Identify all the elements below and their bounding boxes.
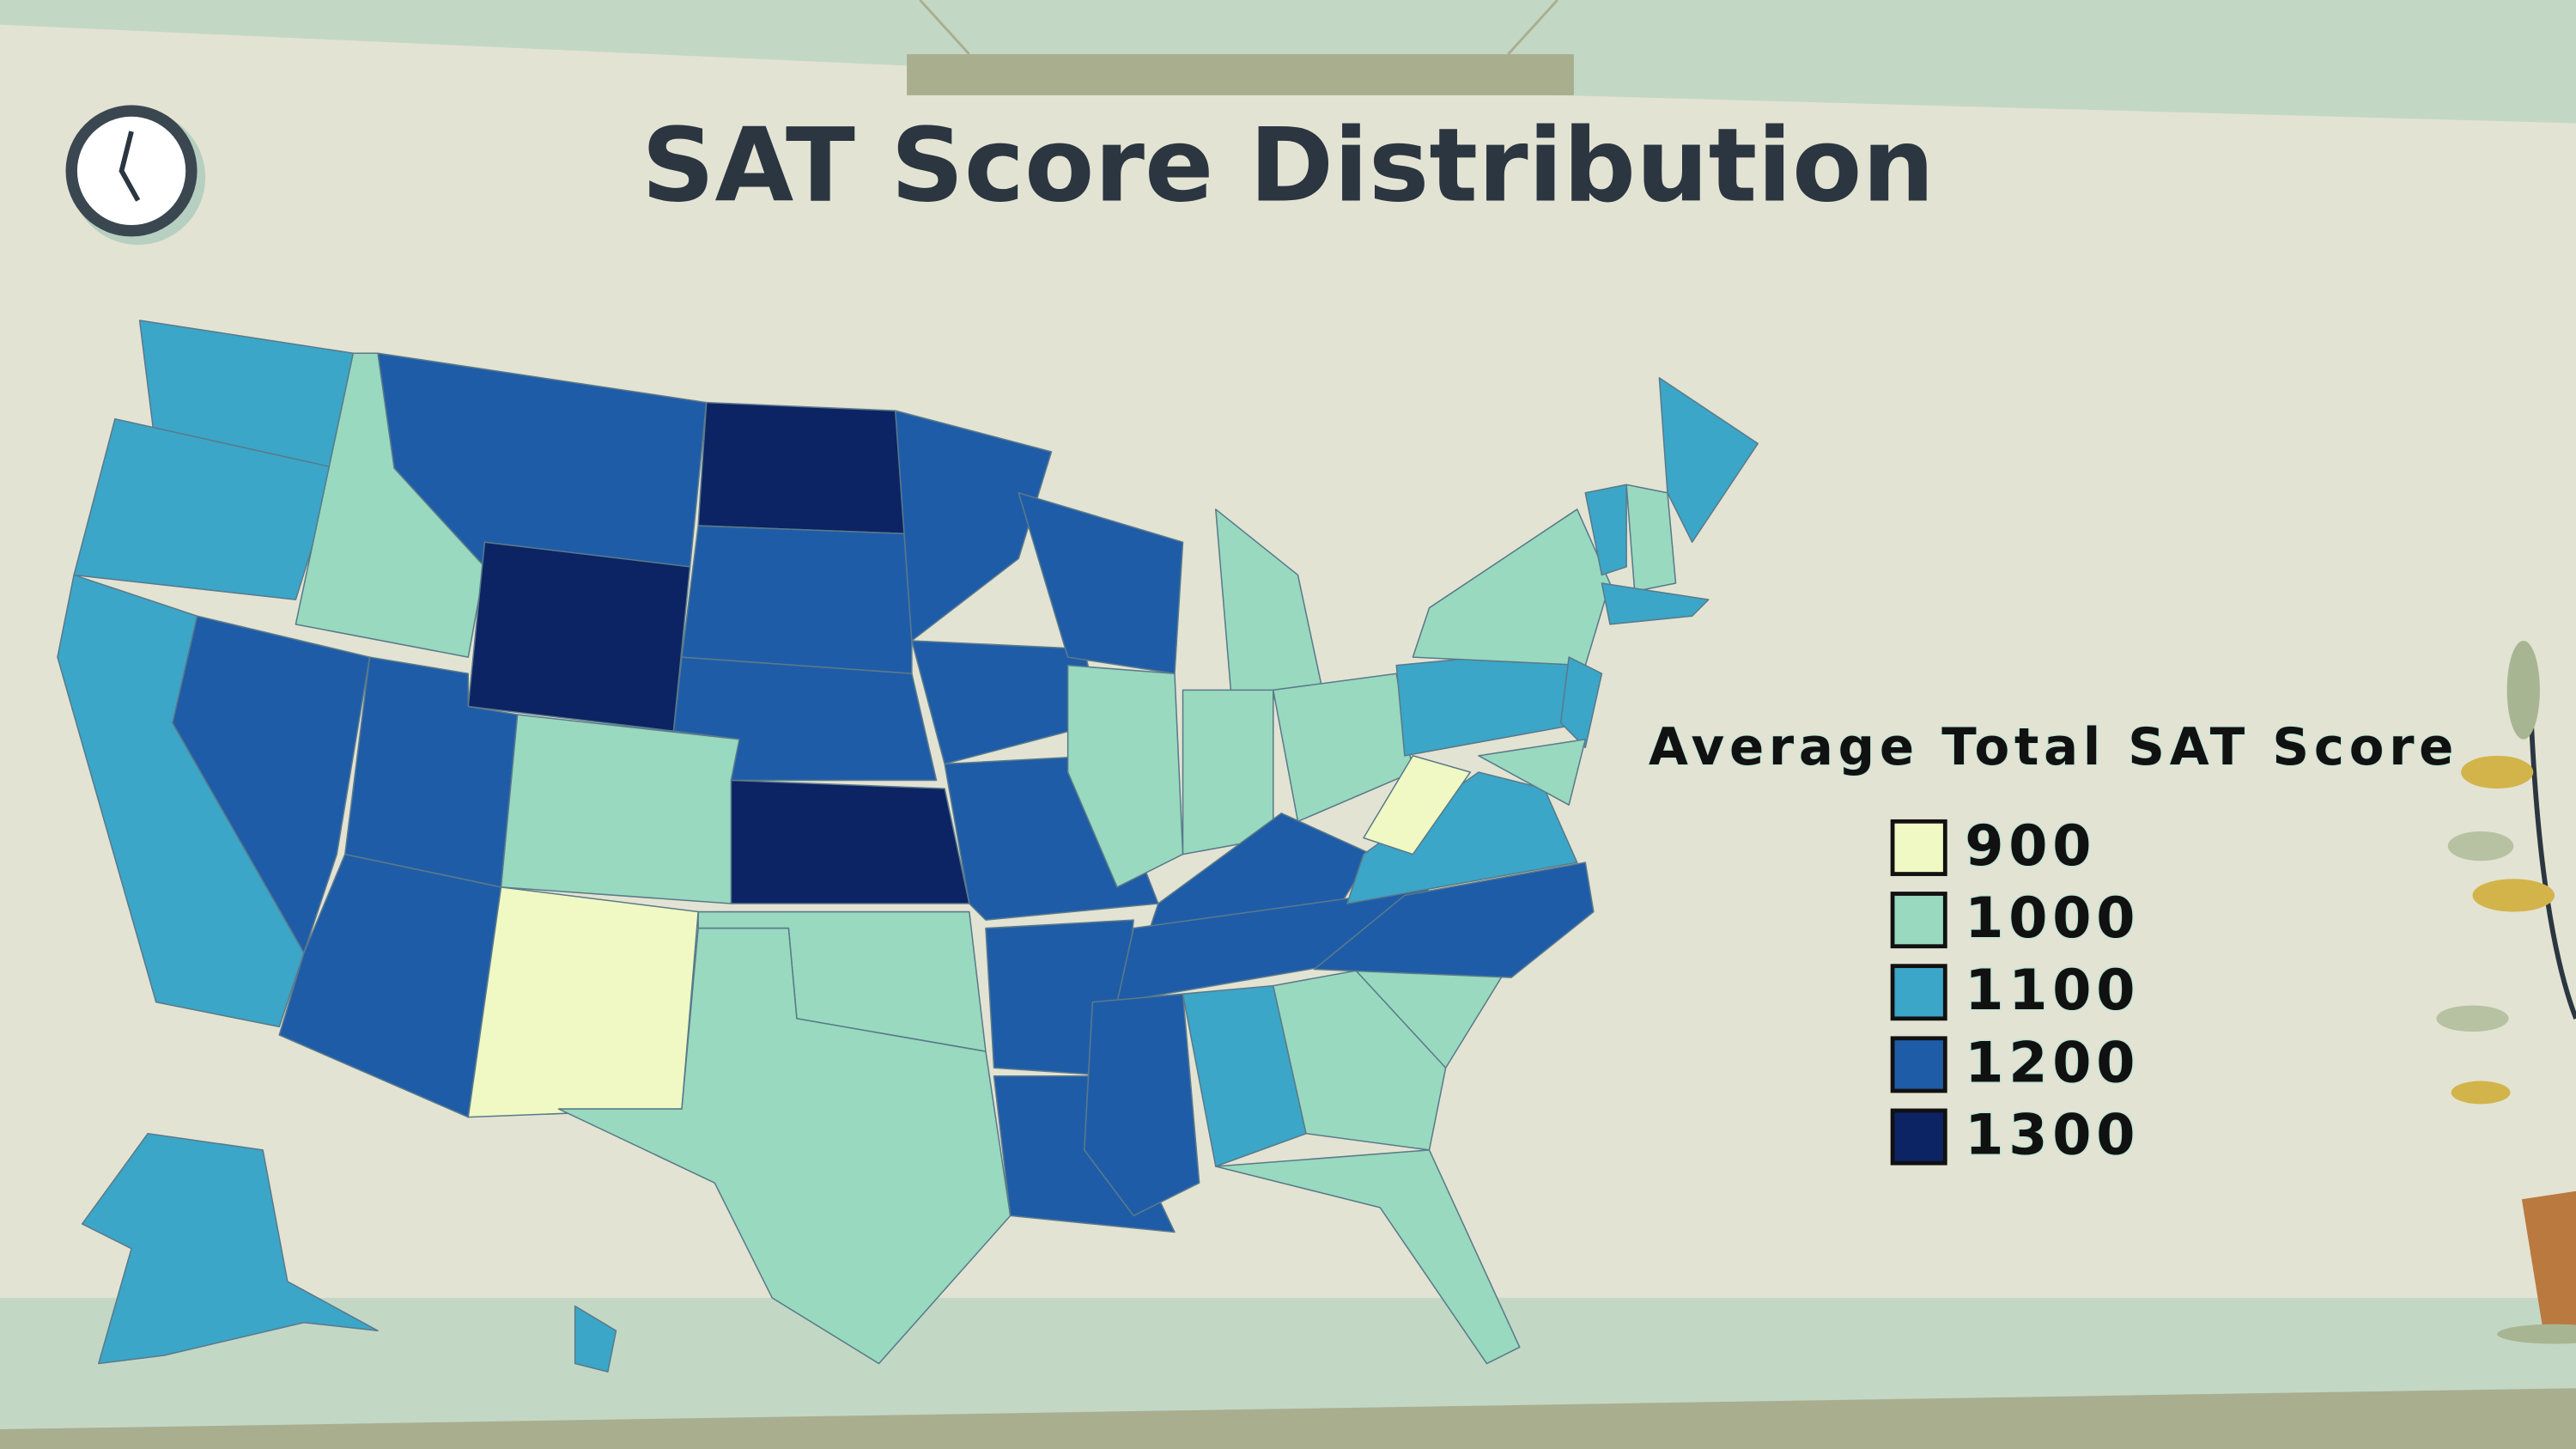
map-region [1658,377,1759,543]
slide-title: SAT Score Distribution [641,107,1935,225]
map-region [681,525,913,674]
hanging-sign [907,54,1574,95]
map-region [1215,1149,1521,1365]
map-region [1149,813,1373,929]
legend-swatch [1890,819,1947,876]
map-region [73,417,337,600]
legend-title: Average Total SAT Score [1649,717,2458,776]
map-region [1273,968,1447,1151]
map-region [500,714,740,904]
map-region [697,401,913,535]
map-region [1584,484,1627,576]
clock-icon [65,105,206,245]
map-region [467,886,699,1118]
map-region [1412,508,1611,667]
plant-decoration [2436,640,2576,1344]
legend-label: 1200 [1965,1031,2140,1095]
map-region [1478,738,1587,806]
map-region [1313,861,1595,978]
map-region [81,1132,379,1365]
map-region [557,927,1012,1365]
legend-swatch [1890,964,1947,1021]
hanger [1507,0,1558,56]
hanger [919,0,970,56]
bottom-strip [0,1388,2576,1449]
legend-label: 1100 [1965,959,2140,1023]
legend-label: 1300 [1965,1104,2140,1168]
map-region [1625,484,1677,593]
map-region [1363,755,1472,855]
map-region [1601,582,1710,625]
legend-label: 1000 [1965,886,2140,951]
map-region [894,410,1053,642]
us-map [57,320,1759,1373]
legend-swatch [1890,892,1947,949]
map-region [278,853,502,1118]
legend-label: 900 [1965,814,2096,879]
map-region [467,541,691,732]
legend-swatch [1890,1036,1947,1093]
map-region [574,1305,617,1373]
map-region [172,615,371,954]
map-region [730,779,970,904]
map-region [1083,993,1200,1217]
map-region [1559,656,1603,749]
legend: 900 1000 1100 1200 1300 [1890,813,2140,1169]
map-region [1066,664,1184,888]
legend-swatch [1890,1108,1947,1166]
